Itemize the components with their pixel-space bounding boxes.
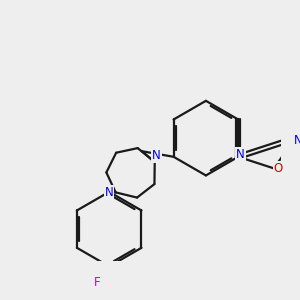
Text: N: N [236, 148, 245, 161]
Text: N: N [105, 186, 113, 199]
Text: N: N [293, 134, 300, 147]
Text: O: O [274, 162, 283, 175]
Text: F: F [94, 276, 101, 289]
Text: N: N [152, 149, 161, 162]
